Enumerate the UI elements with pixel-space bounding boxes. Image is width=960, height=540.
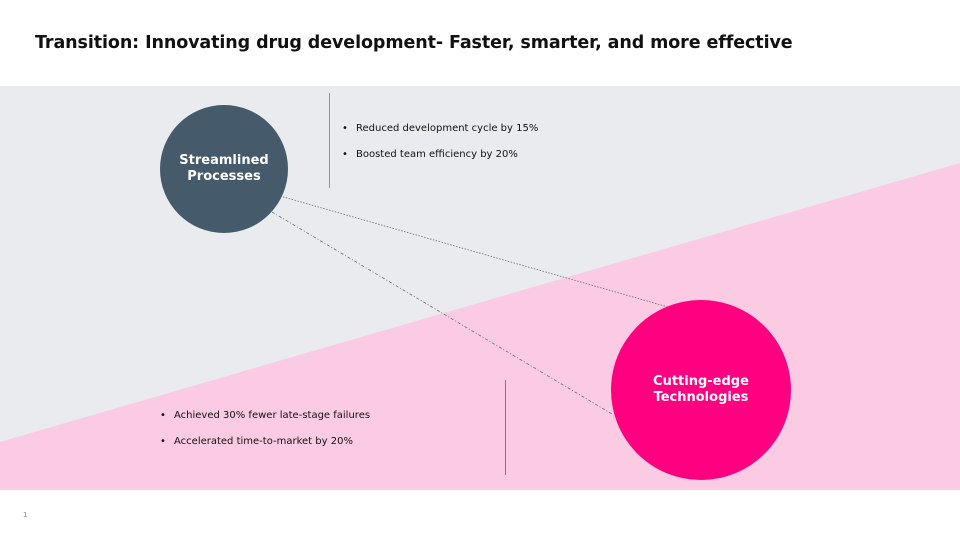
divider-line-top (329, 93, 330, 188)
bullet-dot-icon: • (342, 149, 348, 160)
bullet-dot-icon: • (160, 410, 166, 421)
bullet-item: • Boosted team efficiency by 20% (342, 148, 538, 174)
bullet-dot-icon: • (342, 123, 348, 134)
bullet-item: • Reduced development cycle by 15% (342, 122, 538, 148)
bullet-dot-icon: • (160, 436, 166, 447)
bullet-text: Achieved 30% fewer late-stage failures (174, 410, 371, 421)
streamlined-processes-circle: Streamlined Processes (160, 105, 288, 233)
bottom-bullet-list: • Achieved 30% fewer late-stage failures… (160, 409, 370, 461)
bullet-item: • Achieved 30% fewer late-stage failures (160, 409, 370, 435)
bullet-item: • Accelerated time-to-market by 20% (160, 435, 370, 461)
top-bullet-list: • Reduced development cycle by 15% • Boo… (342, 122, 538, 174)
bullet-text: Reduced development cycle by 15% (356, 123, 539, 134)
bullet-text: Accelerated time-to-market by 20% (174, 436, 353, 447)
divider-line-bottom (505, 380, 506, 475)
cutting-edge-technologies-label: Cutting-edge Technologies (653, 374, 749, 405)
page-number: 1 (23, 511, 28, 519)
bullet-text: Boosted team efficiency by 20% (356, 149, 518, 160)
slide-title: Transition: Innovating drug development-… (35, 33, 793, 53)
cutting-edge-technologies-circle: Cutting-edge Technologies (611, 300, 791, 480)
streamlined-processes-label: Streamlined Processes (179, 153, 269, 184)
connector-line-upper (279, 195, 669, 308)
connector-line-lower (271, 211, 613, 415)
